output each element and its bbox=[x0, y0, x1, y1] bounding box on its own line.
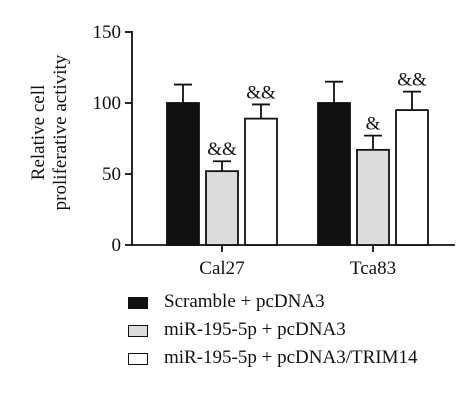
bar-cal27-series-1 bbox=[166, 102, 200, 246]
legend-swatch-mir-trim14 bbox=[128, 353, 148, 365]
significance-label: && bbox=[207, 139, 237, 160]
x-tick-label-tca83: Tca83 bbox=[350, 258, 396, 279]
chart-bars bbox=[166, 80, 429, 246]
chart-labels: 0 50 100 150 Relative cell proliferative acti… bbox=[28, 22, 427, 279]
y-tick-label: 0 bbox=[112, 235, 122, 256]
y-tick-label: 100 bbox=[93, 93, 122, 114]
legend-label-mir: miR-195-5p + pcDNA3 bbox=[164, 319, 346, 340]
significance-label: && bbox=[246, 82, 276, 103]
y-tick-label: 150 bbox=[93, 22, 122, 43]
y-tick-label: 50 bbox=[102, 164, 121, 185]
legend-swatch-scramble bbox=[128, 297, 148, 309]
legend-swatch-mir bbox=[128, 325, 148, 337]
y-axis-label: Relative cell bbox=[28, 85, 49, 180]
significance-label: & bbox=[366, 114, 381, 135]
bar-cal27-series-2 bbox=[205, 170, 239, 246]
legend-label-mir-trim14: miR-195-5p + pcDNA3/TRIM14 bbox=[164, 347, 418, 368]
bar-tca83-series-1 bbox=[317, 102, 351, 246]
legend-label-scramble: Scramble + pcDNA3 bbox=[164, 291, 325, 312]
bar-tca83-series-3 bbox=[395, 109, 429, 246]
bar-chart: 0 50 100 150 Relative cell proliferative acti… bbox=[28, 22, 455, 279]
bar-tca83-series-2 bbox=[356, 148, 390, 246]
significance-label: && bbox=[397, 70, 427, 91]
y-axis-label: proliferative activity bbox=[50, 54, 71, 210]
x-tick-label-cal27: Cal27 bbox=[199, 258, 244, 279]
bar-cal27-series-3 bbox=[244, 117, 278, 246]
